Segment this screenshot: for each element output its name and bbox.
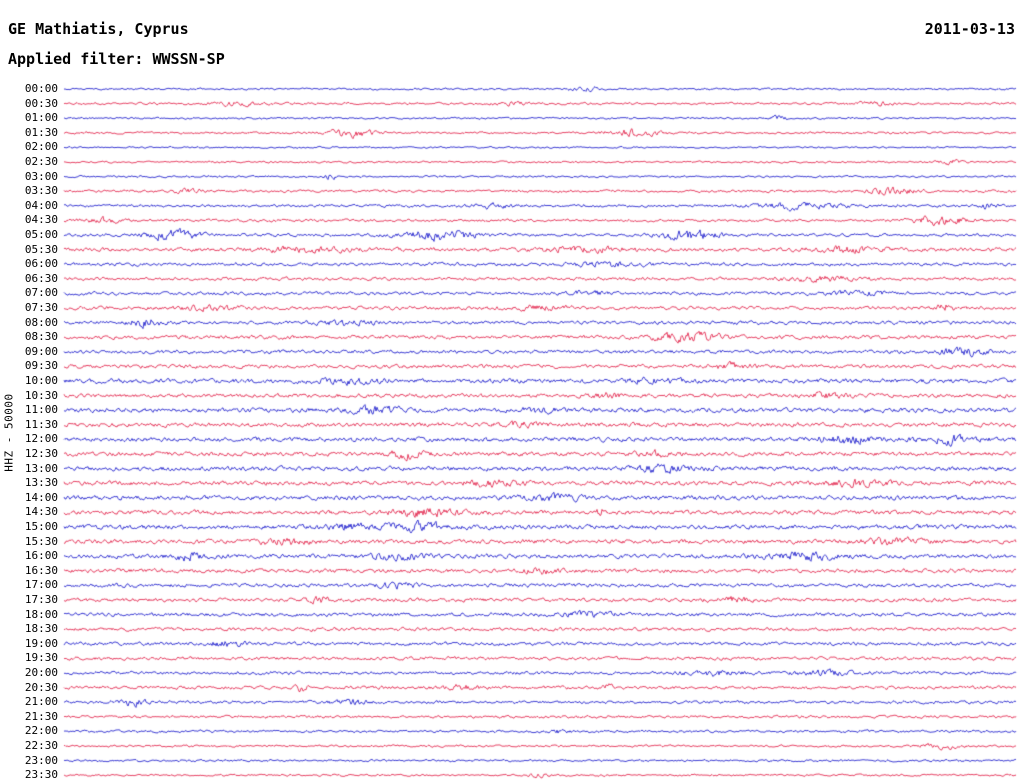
time-label: 04:00 — [24, 198, 58, 212]
time-label: 17:00 — [24, 578, 58, 592]
time-label: 23:00 — [24, 753, 58, 767]
time-label: 02:30 — [24, 155, 58, 168]
time-label: 17:30 — [24, 593, 58, 606]
time-label: 09:00 — [24, 344, 58, 358]
record-date: 2011-03-13 — [924, 20, 1015, 38]
time-label: 00:00 — [24, 82, 58, 95]
time-label: 18:00 — [24, 607, 58, 621]
time-label: 07:00 — [24, 286, 58, 300]
time-label: 14:30 — [24, 505, 58, 519]
time-label: 19:00 — [24, 636, 58, 650]
time-label: 20:30 — [24, 680, 58, 694]
time-label: 08:30 — [24, 330, 58, 344]
time-label: 12:00 — [24, 432, 58, 446]
time-label: 07:30 — [24, 301, 58, 314]
time-label: 16:00 — [24, 549, 58, 563]
time-label: 15:00 — [24, 520, 58, 533]
time-label: 20:00 — [24, 666, 58, 679]
time-label: 18:30 — [24, 622, 58, 636]
time-label: 03:30 — [24, 184, 58, 198]
time-label: 21:00 — [24, 695, 58, 709]
time-label: 11:00 — [24, 403, 58, 417]
time-label: 13:00 — [24, 461, 58, 475]
time-label: 11:30 — [24, 417, 58, 431]
applied-filter-label: Applied filter: WWSSN-SP — [8, 50, 225, 68]
time-label: 02:00 — [24, 140, 58, 154]
time-label: 10:00 — [24, 374, 58, 387]
time-label: 23:30 — [24, 768, 58, 781]
time-label: 09:30 — [24, 359, 58, 373]
time-label: 03:00 — [24, 169, 58, 183]
time-label: 10:30 — [24, 388, 58, 402]
time-label: 13:30 — [24, 476, 58, 490]
time-label: 21:30 — [24, 709, 58, 723]
station-title: GE Mathiatis, Cyprus — [8, 20, 189, 38]
time-label: 00:30 — [24, 96, 58, 110]
time-label: 05:00 — [24, 228, 58, 241]
time-label: 01:00 — [24, 111, 58, 125]
time-label: 14:00 — [24, 490, 58, 504]
time-label: 19:30 — [24, 651, 58, 665]
time-label: 08:00 — [24, 315, 58, 329]
time-label: 06:00 — [24, 257, 58, 271]
time-label: 16:30 — [24, 563, 58, 577]
time-label: 22:00 — [24, 724, 58, 738]
time-label: 05:30 — [24, 242, 58, 256]
time-label: 15:30 — [24, 534, 58, 548]
time-label: 06:30 — [24, 271, 58, 285]
time-label: 22:30 — [24, 739, 58, 752]
time-label: 01:30 — [24, 125, 58, 139]
time-label: 12:30 — [24, 447, 58, 460]
time-label: 04:30 — [24, 213, 58, 227]
